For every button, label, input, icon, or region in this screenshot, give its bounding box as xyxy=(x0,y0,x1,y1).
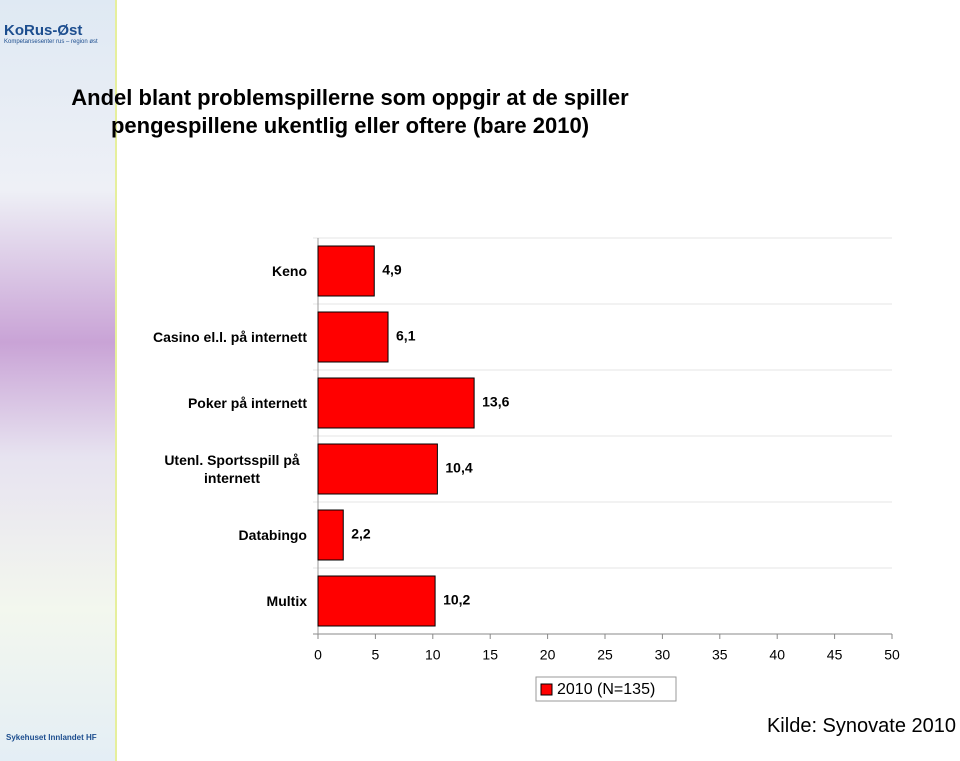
category-label: Multix xyxy=(266,593,307,609)
legend-swatch xyxy=(540,683,553,696)
value-label: 2,2 xyxy=(351,526,371,542)
value-label: 10,2 xyxy=(443,592,470,608)
category-label: Databingo xyxy=(238,527,307,543)
x-tick-label: 20 xyxy=(540,647,556,663)
logo: KoRus-Øst Kompetansesenter rus – region ø… xyxy=(4,22,98,45)
bar xyxy=(317,311,389,363)
x-tick-label: 50 xyxy=(884,647,900,663)
x-tick-label: 45 xyxy=(827,647,843,663)
legend-label: 2010 (N=135) xyxy=(557,681,655,698)
source: Kilde: Synovate 2010 xyxy=(766,715,956,737)
side-decoration xyxy=(0,0,117,761)
value-label: 13,6 xyxy=(482,394,509,410)
value-label: 6,1 xyxy=(396,328,416,344)
legend-box xyxy=(535,676,677,702)
bar xyxy=(317,443,438,495)
bar xyxy=(317,245,375,297)
bar xyxy=(317,509,344,561)
chart-title: Andel blant problemspillerne som oppgir … xyxy=(71,85,629,138)
category-label: Casino el.l. på internett xyxy=(152,329,307,345)
x-tick-label: 25 xyxy=(597,647,613,663)
bar xyxy=(317,575,436,627)
x-tick-label: 10 xyxy=(425,647,441,663)
category-label: Utenl. Sportsspill på internett xyxy=(164,452,300,486)
footer-logo: Sykehuset Innlandet HF xyxy=(6,733,97,742)
logo-name: KoRus-Øst xyxy=(4,22,83,39)
x-tick-label: 40 xyxy=(769,647,785,663)
value-label: 4,9 xyxy=(382,262,402,278)
value-label: 10,4 xyxy=(445,460,472,476)
category-label: Poker på internett xyxy=(187,395,307,411)
logo-tagline: Kompetansesenter rus – region øst xyxy=(4,39,98,45)
x-tick-label: 5 xyxy=(372,647,380,663)
bar xyxy=(317,377,475,429)
category-label: Keno xyxy=(272,263,307,279)
x-tick-label: 35 xyxy=(712,647,728,663)
x-tick-label: 15 xyxy=(482,647,498,663)
x-tick-label: 30 xyxy=(655,647,671,663)
x-tick-label: 0 xyxy=(314,647,322,663)
